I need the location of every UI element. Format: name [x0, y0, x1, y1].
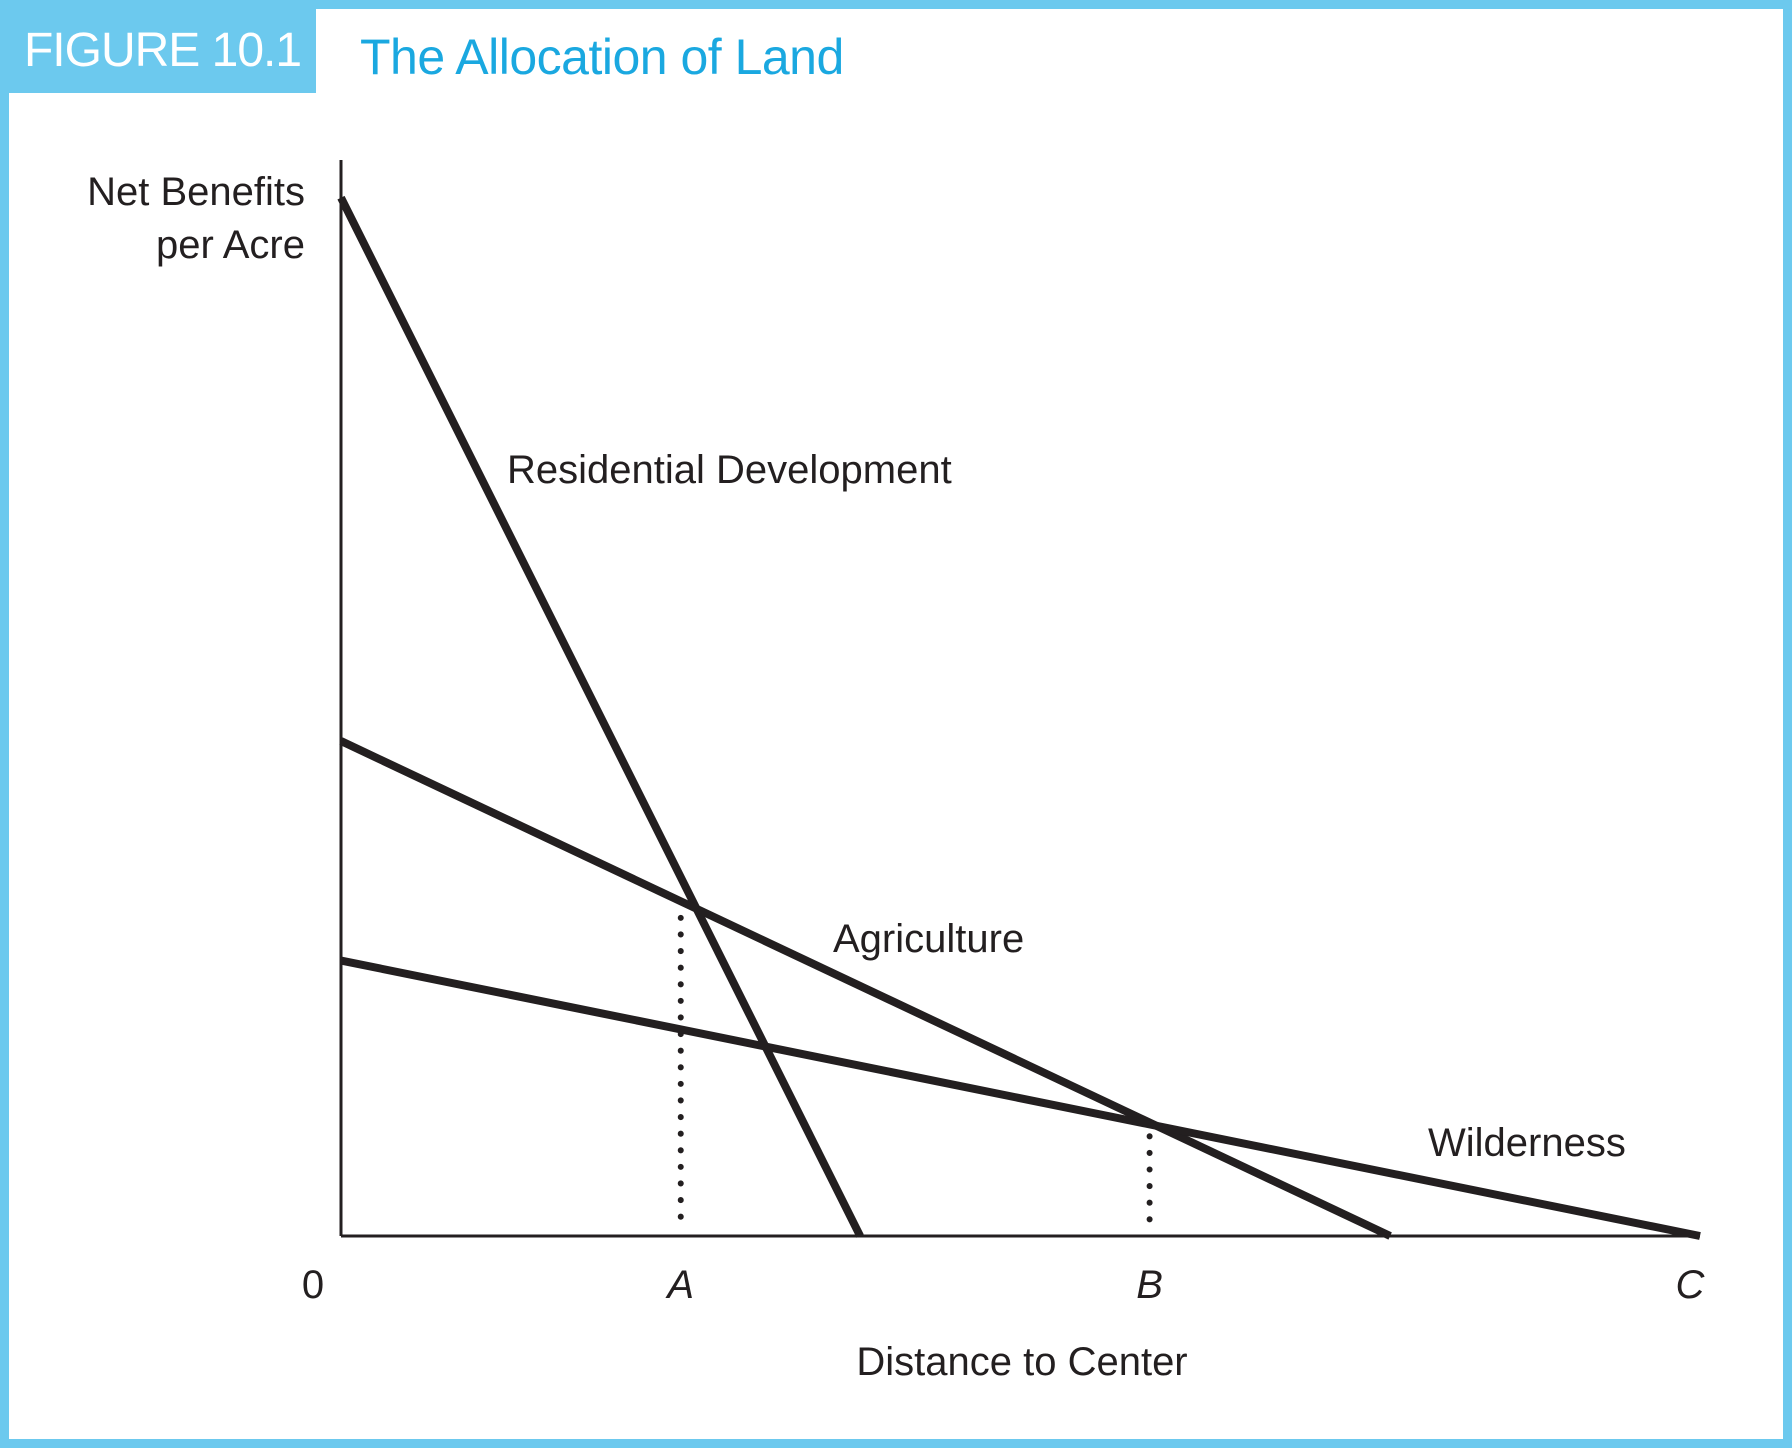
y-axis-label-line-1: Net Benefits	[87, 170, 305, 214]
x-tick-label-c: C	[1676, 1263, 1706, 1307]
x-tick-label-a: A	[665, 1263, 694, 1307]
series-line-agriculture	[339, 737, 1392, 1240]
x-axis-label: Distance to Center	[856, 1340, 1187, 1384]
figure-header: FIGURE 10.1 The Allocation of Land	[0, 0, 1792, 94]
series-line-wilderness	[340, 956, 1701, 1240]
series-label-residential-development: Residential Development	[507, 448, 952, 492]
series-lines	[337, 195, 1701, 1240]
x-tick-labels: 0 A B C	[302, 1263, 1706, 1307]
x-tick-label-0: 0	[302, 1263, 324, 1307]
series-label-wilderness: Wilderness	[1428, 1121, 1626, 1165]
series-line-residential-development	[337, 195, 864, 1238]
axes	[339, 160, 1700, 1238]
x-tick-label-b: B	[1136, 1263, 1163, 1307]
figure-number-tab: FIGURE 10.1	[9, 9, 316, 93]
y-axis-label-line-2: per Acre	[156, 223, 305, 267]
reference-lines	[677, 914, 1153, 1233]
figure-title: The Allocation of Land	[360, 29, 844, 85]
series-label-agriculture: Agriculture	[833, 917, 1024, 961]
